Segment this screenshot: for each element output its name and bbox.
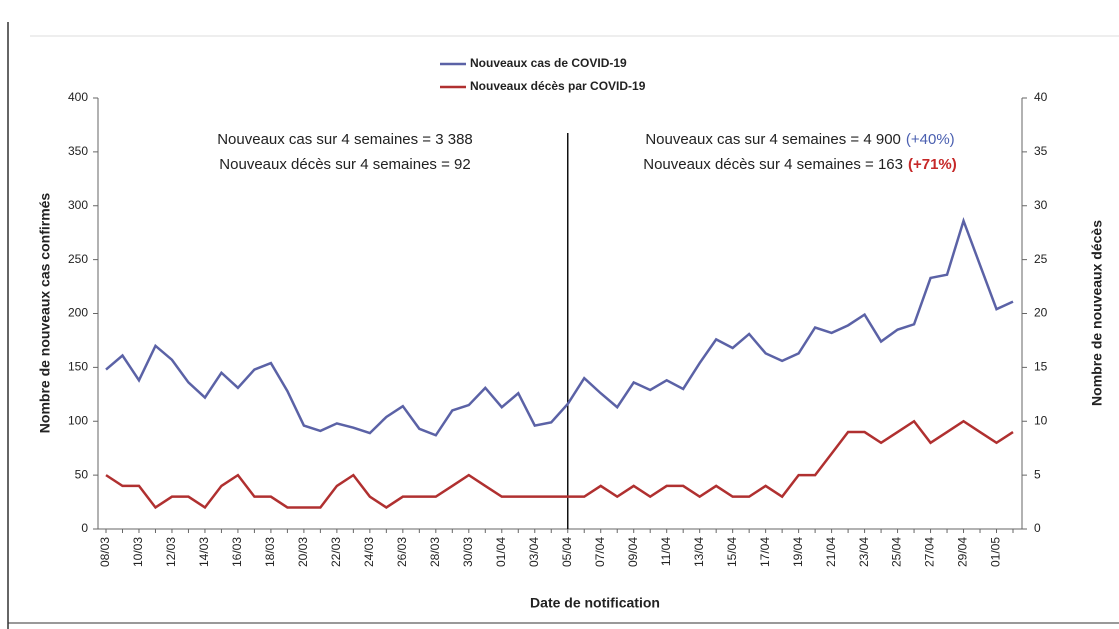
annotation: Nouveaux décès sur 4 semaines = 92 xyxy=(219,156,470,173)
x-tick-label: 08/03 xyxy=(98,537,112,567)
y2-tick-label: 40 xyxy=(1034,90,1048,104)
y2-tick-label: 20 xyxy=(1034,306,1048,320)
x-tick-label: 05/04 xyxy=(560,537,574,567)
y2-tick-label: 30 xyxy=(1034,198,1048,212)
y2-tick-label: 10 xyxy=(1034,413,1048,427)
annotation-highlight: (+40%) xyxy=(906,131,955,148)
annotation: Nouveaux décès sur 4 semaines = 163 (+71%… xyxy=(643,156,957,173)
y-tick-label: 100 xyxy=(68,413,88,427)
x-tick-label: 13/04 xyxy=(692,537,706,567)
x-tick-label: 10/03 xyxy=(131,537,145,567)
x-axis-label: Date de notification xyxy=(530,595,660,611)
annotation-text: Nouveaux cas sur 4 semaines = 4 900 xyxy=(645,131,901,148)
legend-label: Nouveaux décès par COVID-19 xyxy=(470,79,646,93)
x-tick-label: 21/04 xyxy=(824,537,838,567)
x-tick-label: 26/03 xyxy=(395,537,409,567)
x-tick-label: 18/03 xyxy=(263,537,277,567)
x-tick-label: 15/04 xyxy=(725,537,739,567)
x-tick-label: 01/04 xyxy=(494,537,508,567)
x-tick-label: 03/04 xyxy=(527,537,541,567)
y2-axis-label: Nombre de nouveaux décès xyxy=(1089,220,1105,406)
y-tick-label: 0 xyxy=(81,521,88,535)
x-tick-label: 23/04 xyxy=(857,537,871,567)
x-tick-label: 17/04 xyxy=(758,537,772,567)
x-tick-label: 14/03 xyxy=(197,537,211,567)
x-tick-label: 30/03 xyxy=(461,537,475,567)
y-tick-label: 400 xyxy=(68,90,88,104)
x-tick-label: 12/03 xyxy=(164,537,178,567)
y-tick-label: 200 xyxy=(68,306,88,320)
annotation: Nouveaux cas sur 4 semaines = 3 388 xyxy=(217,131,473,148)
series-line xyxy=(105,216,1014,437)
x-tick-label: 25/04 xyxy=(890,537,904,567)
y-tick-label: 250 xyxy=(68,252,88,266)
x-tick-label: 22/03 xyxy=(329,537,343,567)
x-tick-label: 28/03 xyxy=(428,537,442,567)
y2-tick-label: 5 xyxy=(1034,467,1041,481)
x-tick-label: 20/03 xyxy=(296,537,310,567)
x-tick-label: 24/03 xyxy=(362,537,376,567)
y2-tick-label: 0 xyxy=(1034,521,1041,535)
x-tick-label: 19/04 xyxy=(791,537,805,567)
series-line xyxy=(105,419,1014,510)
y-tick-label: 350 xyxy=(68,144,88,158)
x-tick-label: 16/03 xyxy=(230,537,244,567)
y-tick-label: 50 xyxy=(75,467,89,481)
x-tick-label: 11/04 xyxy=(659,537,673,566)
y2-tick-label: 25 xyxy=(1034,252,1048,266)
y-tick-label: 150 xyxy=(68,360,88,374)
x-tick-label: 09/04 xyxy=(626,537,640,567)
annotation-highlight: (+71%) xyxy=(908,156,957,173)
x-tick-label: 27/04 xyxy=(923,537,937,567)
annotation-text: Nouveaux décès sur 4 semaines = 163 xyxy=(643,156,903,173)
legend-label: Nouveaux cas de COVID-19 xyxy=(470,56,627,70)
y2-tick-label: 35 xyxy=(1034,144,1048,158)
y-tick-label: 300 xyxy=(68,198,88,212)
y-axis-label: Nombre de nouveaux cas confirmés xyxy=(37,193,53,434)
annotation: Nouveaux cas sur 4 semaines = 4 900 (+40%… xyxy=(645,131,954,148)
x-tick-label: 01/05 xyxy=(989,537,1003,567)
x-tick-label: 07/04 xyxy=(593,537,607,567)
y2-tick-label: 15 xyxy=(1034,360,1048,374)
x-tick-label: 29/04 xyxy=(956,537,970,567)
